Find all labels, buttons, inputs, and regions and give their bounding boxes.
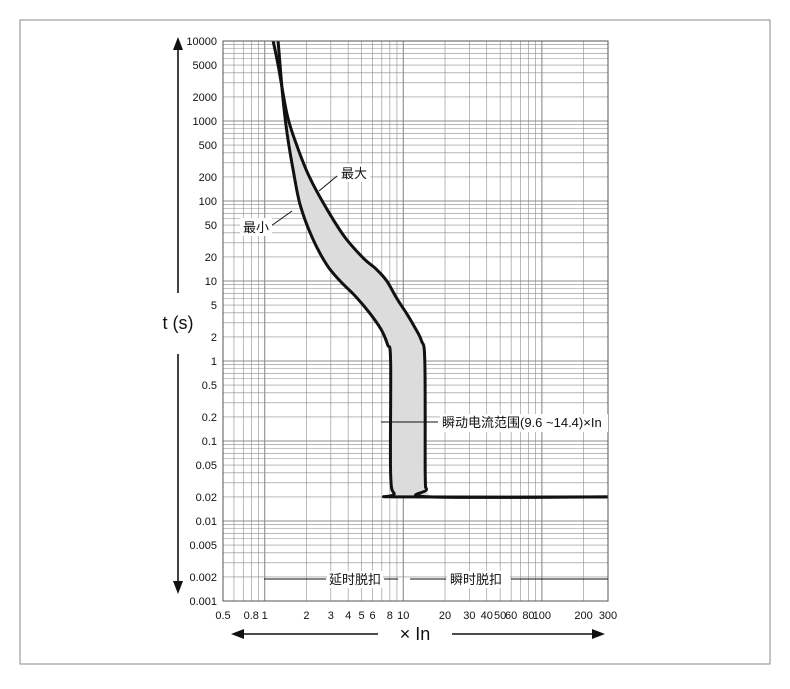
y-tick-label: 0.5 (202, 380, 217, 392)
annotation-max: 最大 (318, 164, 370, 192)
annotation-delay-trip: 延时脱扣 (264, 571, 398, 588)
y-tick-label: 0.01 (196, 516, 217, 528)
x-tick-label: 10 (397, 610, 409, 622)
y-tick-label: 100 (199, 196, 217, 208)
x-arrow-left-icon (231, 629, 378, 639)
y-tick-label: 500 (199, 140, 217, 152)
x-tick-label: 3 (328, 610, 334, 622)
x-tick-label: 30 (463, 610, 475, 622)
annotation-instant-trip: 瞬时脱扣 (410, 571, 608, 588)
y-tick-label: 1 (211, 356, 217, 368)
y-tick-label: 10000 (186, 36, 217, 48)
x-tick-label: 4 (345, 610, 351, 622)
x-tick-label: 40 (481, 610, 493, 622)
y-tick-label: 0.02 (196, 492, 217, 504)
series-min-curve (276, 40, 609, 499)
y-tick-labels: 10000 5000 2000 1000 500 200 100 50 20 10 5 2 1 0.5 0.… (186, 36, 217, 608)
annotation-delay-trip-label: 延时脱扣 (329, 572, 381, 587)
y-tick-label: 5000 (193, 60, 217, 72)
trip-band-fill (273, 41, 430, 497)
annotation-instant-range-label: 瞬动电流范围(9.6 ~14.4)×In (442, 415, 602, 430)
x-arrow-right-icon (452, 629, 605, 639)
y-tick-label: 0.1 (202, 436, 217, 448)
x-tick-label: 60 (505, 610, 517, 622)
x-tick-label: 5 (359, 610, 365, 622)
y-tick-label: 0.005 (189, 540, 217, 552)
x-axis-label: × In (400, 624, 431, 644)
y-tick-label: 0.05 (196, 460, 217, 472)
y-tick-label: 2000 (193, 92, 217, 104)
x-tick-label: 50 (494, 610, 506, 622)
annotation-min-label: 最小 (243, 220, 269, 235)
x-tick-label: 200 (574, 610, 592, 622)
y-arrow-down-icon (173, 354, 183, 594)
annotation-max-label: 最大 (341, 166, 367, 181)
y-tick-label: 10 (205, 276, 217, 288)
x-tick-label: 6 (369, 610, 375, 622)
x-tick-label: 80 (522, 610, 534, 622)
x-tick-label: 0.8 (244, 610, 259, 622)
x-tick-label: 300 (599, 610, 617, 622)
y-tick-label: 2 (211, 332, 217, 344)
y-tick-label: 0.002 (189, 572, 217, 584)
y-axis-label: t (s) (163, 313, 194, 333)
x-tick-label: 100 (533, 610, 551, 622)
y-tick-label: 0.2 (202, 412, 217, 424)
y-tick-label: 50 (205, 220, 217, 232)
y-arrow-up-icon (173, 37, 183, 293)
x-tick-label: 1 (262, 610, 268, 622)
annotation-instant-trip-label: 瞬时脱扣 (450, 572, 502, 587)
y-tick-label: 200 (199, 172, 217, 184)
y-tick-label: 1000 (193, 116, 217, 128)
y-tick-label: 20 (205, 252, 217, 264)
plot-area (222, 40, 609, 602)
y-tick-label: 5 (211, 300, 217, 312)
annotation-instant-range: 瞬动电流范围(9.6 ~14.4)×In (381, 414, 608, 432)
x-tick-label: 2 (303, 610, 309, 622)
y-tick-label: 0.001 (189, 596, 217, 608)
x-tick-label: 0.5 (215, 610, 230, 622)
x-tick-label: 20 (439, 610, 451, 622)
series-max-curve (271, 40, 609, 499)
annotation-min: 最小 (240, 210, 293, 236)
x-tick-label: 8 (387, 610, 393, 622)
